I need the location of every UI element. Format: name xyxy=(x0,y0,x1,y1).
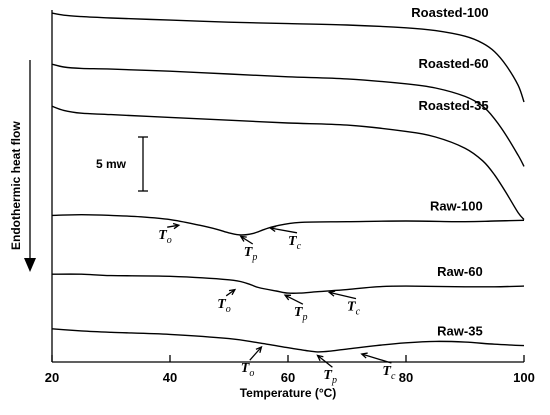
annotation-label: To xyxy=(217,297,231,315)
annotation-to: To xyxy=(217,288,237,315)
annotation-label: Tp xyxy=(323,368,337,386)
curve-roasted-100 xyxy=(51,12,525,103)
annotation-label: Tp xyxy=(294,305,308,323)
curve-label-raw-60: Raw-60 xyxy=(437,264,483,279)
curve-raw-35 xyxy=(51,328,525,353)
annotation-label: Tc xyxy=(288,234,302,252)
annotation-arrowhead xyxy=(228,288,237,296)
annotation-arrowhead xyxy=(360,352,368,359)
curve-label-roasted-60: Roasted-60 xyxy=(419,56,489,71)
annotation-tc: Tc xyxy=(268,225,302,252)
curve-label-raw-35: Raw-35 xyxy=(437,324,483,339)
annotation-arrow xyxy=(225,289,236,297)
annotation-arrowhead xyxy=(327,290,336,297)
y-axis-title: Endothermic heat flow xyxy=(9,121,23,250)
x-tick-label: 60 xyxy=(281,370,295,385)
annotation-arrowhead xyxy=(268,225,277,233)
annotation-arrow xyxy=(284,294,304,305)
curve-raw-100 xyxy=(51,213,525,236)
annotation-label: To xyxy=(241,361,255,379)
annotation-label: Tc xyxy=(347,300,361,318)
curve-raw-60 xyxy=(51,273,525,294)
annotation-arrowhead xyxy=(316,354,324,362)
annotation-arrow xyxy=(167,224,179,228)
temperature-annotations: To Tp Tc To Tp Tc To Tp Tc xyxy=(158,222,396,386)
annotation-arrow xyxy=(240,235,254,245)
curve-label-raw-100: Raw-100 xyxy=(430,198,483,213)
x-tick-labels: 20 40 60 80 100 xyxy=(45,370,535,385)
x-tick-label: 100 xyxy=(513,370,535,385)
curve-roasted-35 xyxy=(51,105,525,221)
curve-label-roasted-35: Roasted-35 xyxy=(419,98,489,113)
annotation-arrowhead xyxy=(283,294,292,301)
x-axis-title: Temperature (°C) xyxy=(240,386,337,400)
annotation-label: To xyxy=(158,228,172,246)
annotation-label: Tp xyxy=(244,245,258,263)
scale-bar-label: 5 mw xyxy=(96,157,127,171)
annotation-arrow xyxy=(270,227,298,234)
annotation-to: To xyxy=(158,222,181,246)
annotation-tp: Tp xyxy=(239,235,258,263)
annotation-arrowhead xyxy=(255,345,263,353)
annotation-arrowhead xyxy=(239,235,247,242)
y-axis-arrow-head xyxy=(24,258,36,272)
annotation-tp: Tp xyxy=(316,354,337,386)
annotation-tc: Tc xyxy=(327,290,361,318)
scale-bar: 5 mw xyxy=(96,136,148,192)
annotation-arrow xyxy=(329,291,357,300)
annotation-to: To xyxy=(241,345,263,379)
annotation-tc: Tc xyxy=(360,352,396,382)
x-ticks xyxy=(51,355,525,362)
curve-label-roasted-100: Roasted-100 xyxy=(411,5,488,20)
annotation-arrowhead xyxy=(172,222,181,230)
curve-roasted-60 xyxy=(51,63,525,167)
x-tick-label: 40 xyxy=(163,370,177,385)
annotation-arrow xyxy=(361,353,392,364)
annotation-arrow xyxy=(249,346,262,361)
series-labels: Roasted-100 Roasted-60 Roasted-35 Raw-100 Ra… xyxy=(411,5,488,339)
x-tick-label: 20 xyxy=(45,370,59,385)
series-curves xyxy=(51,12,525,353)
x-tick-label: 80 xyxy=(399,370,413,385)
annotation-tp: Tp xyxy=(283,294,308,323)
annotation-arrow xyxy=(317,354,333,368)
y-axis-title-group: Endothermic heat flow xyxy=(9,60,36,272)
annotation-label: Tc xyxy=(382,364,396,382)
